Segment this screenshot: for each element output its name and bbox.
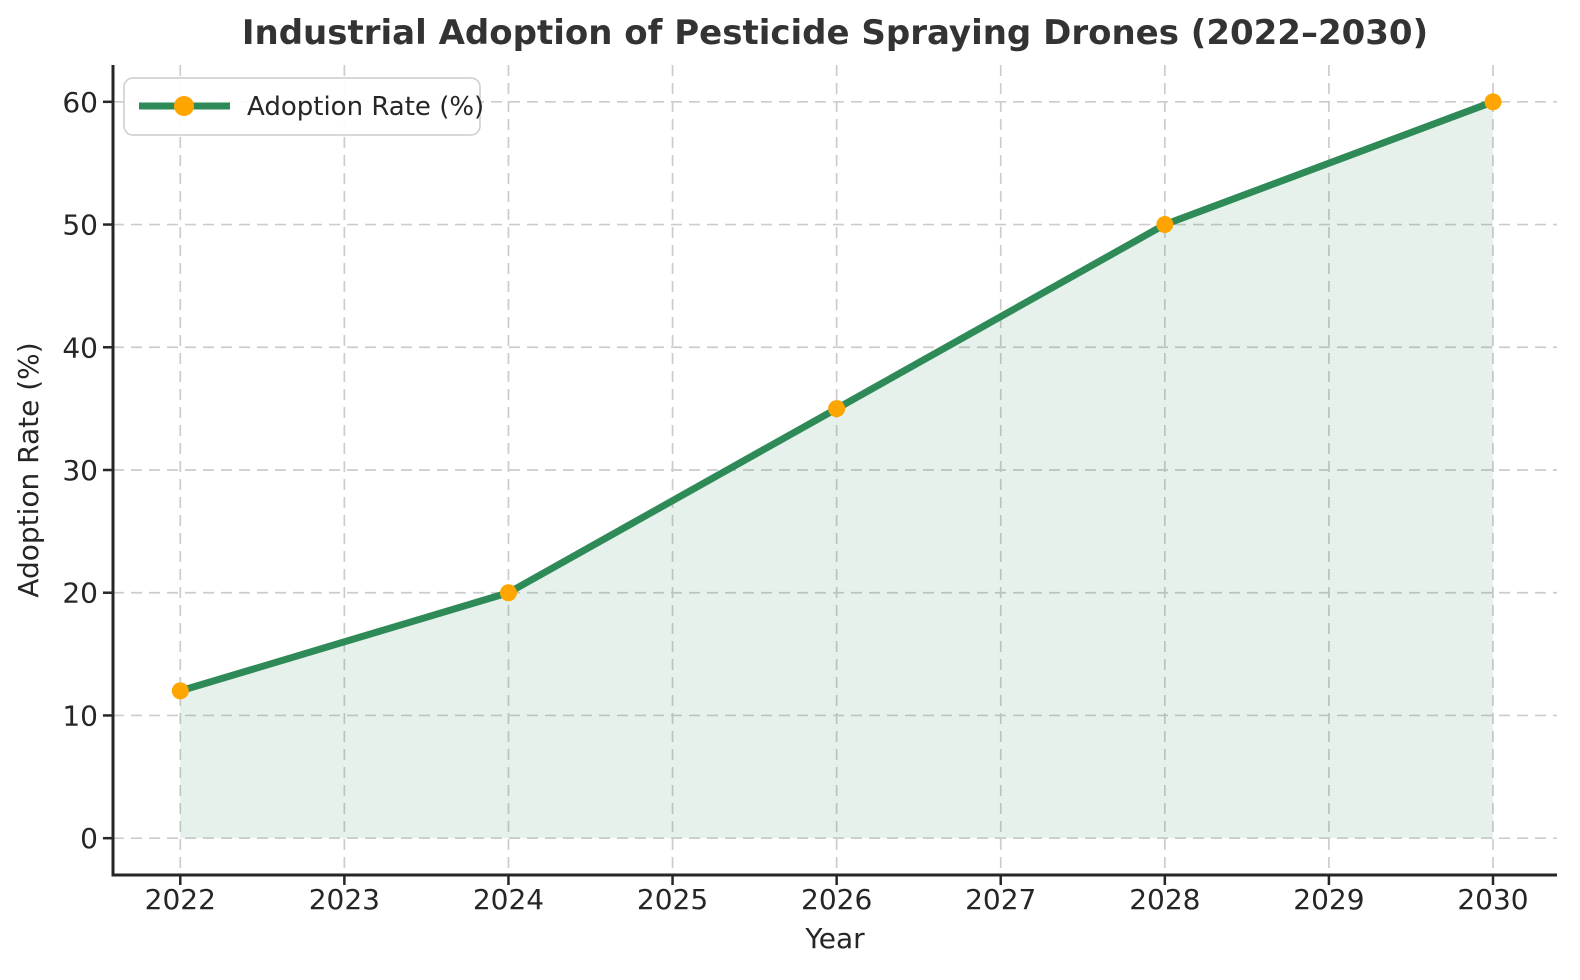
x-tick-label: 2025 — [637, 883, 708, 916]
y-tick-label: 20 — [62, 577, 98, 610]
x-tick-label: 2030 — [1457, 883, 1528, 916]
y-tick-label: 30 — [62, 454, 98, 487]
y-tick-label: 10 — [62, 699, 98, 732]
x-tick-label: 2023 — [309, 883, 380, 916]
data-point-marker — [1156, 216, 1174, 234]
data-point-marker — [1484, 93, 1502, 111]
data-point-marker — [828, 400, 846, 418]
data-points-layer — [171, 93, 1502, 700]
y-tick-label: 50 — [62, 209, 98, 242]
legend-marker-icon — [174, 96, 194, 116]
x-axis-label: Year — [804, 922, 865, 955]
legend-label: Adoption Rate (%) — [247, 92, 484, 122]
data-point-marker — [171, 682, 189, 700]
y-axis-label: Adoption Rate (%) — [12, 342, 45, 597]
data-point-marker — [499, 584, 517, 602]
y-tick-label: 60 — [62, 86, 98, 119]
series-area — [180, 101, 1494, 839]
y-tick-label: 40 — [62, 331, 98, 364]
chart-title: Industrial Adoption of Pesticide Sprayin… — [242, 13, 1428, 53]
x-tick-label: 2024 — [473, 883, 544, 916]
x-tick-label: 2022 — [145, 883, 216, 916]
area-fill-layer — [180, 101, 1494, 839]
x-tick-label: 2028 — [1129, 883, 1200, 916]
legend: Adoption Rate (%) — [123, 77, 484, 136]
x-tick-label: 2026 — [801, 883, 872, 916]
x-tick-label: 2029 — [1293, 883, 1364, 916]
legend-box — [123, 77, 481, 136]
y-tick-label: 0 — [80, 822, 98, 855]
axes-layer — [103, 65, 1557, 885]
x-tick-label: 2027 — [965, 883, 1036, 916]
